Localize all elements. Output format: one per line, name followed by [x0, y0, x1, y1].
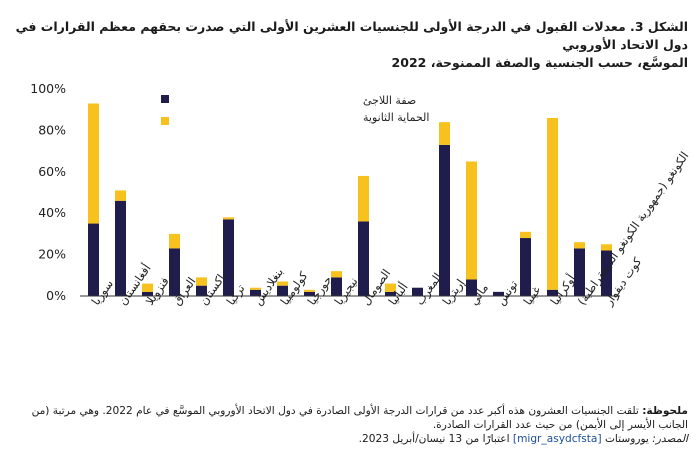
legend-label-refugee: صفة اللاجئ [363, 94, 416, 107]
legend-label-subsidiary: الحماية الثانوية [363, 111, 429, 124]
y-tick-label: 0% [46, 288, 66, 303]
bar-subsidiary [142, 283, 153, 292]
source-text: يوروستات [604, 433, 649, 445]
bar-refugee [385, 291, 396, 296]
figure-title: الشكل 3. معدلات القبول في الدرجة الأولى … [8, 18, 688, 72]
chart-source: المصدر: يوروستات [migr_asydcfsta] اعتبار… [12, 432, 688, 446]
bar-refugee [601, 250, 612, 296]
bar-subsidiary [439, 122, 450, 145]
bar-subsidiary [601, 244, 612, 251]
bar-refugee [439, 144, 450, 296]
source-label: المصدر: [652, 433, 688, 445]
bar-subsidiary [277, 281, 288, 286]
source-link[interactable]: [migr_asydcfsta] [512, 433, 602, 445]
bar-subsidiary [466, 161, 477, 280]
legend: صفة اللاجئ الحماية الثانوية [161, 94, 429, 125]
y-tick-label: 80% [38, 122, 66, 137]
bar-refugee [574, 248, 585, 296]
bar-subsidiary [169, 233, 180, 249]
bar-subsidiary [250, 287, 261, 290]
bar-refugee [115, 200, 126, 296]
bar-subsidiary [88, 103, 99, 224]
bar-subsidiary [223, 217, 234, 220]
title-line-2: الموسَّع، حسب الجنسية والصفة الممنوحة، 2… [391, 55, 688, 70]
y-tick-label: 40% [38, 205, 66, 220]
note-text: تلقت الجنسيات العشرون هذه أكبر عدد من قر… [31, 405, 688, 431]
bar-refugee [304, 291, 315, 296]
bar-subsidiary [574, 242, 585, 249]
bar-refugee [277, 285, 288, 296]
title-line-1: الشكل 3. معدلات القبول في الدرجة الأولى … [15, 19, 688, 52]
bar-refugee [142, 291, 153, 296]
chart-note: ملحوظة: تلقت الجنسيات العشرون هذه أكبر ع… [12, 404, 688, 432]
bar-refugee [250, 289, 261, 296]
bar-subsidiary [331, 271, 342, 278]
y-tick-label: 20% [38, 247, 66, 262]
bar-subsidiary [304, 289, 315, 292]
note-label: ملحوظة: [642, 405, 688, 417]
bar-refugee [547, 289, 558, 296]
bar-refugee [412, 287, 423, 296]
y-tick-label: 60% [38, 164, 66, 179]
bar-refugee [466, 279, 477, 296]
legend-swatch-subsidiary [161, 117, 169, 125]
y-tick-label: 100% [30, 81, 66, 96]
bar-subsidiary [196, 277, 207, 286]
bar-subsidiary [547, 117, 558, 290]
legend-swatch-refugee [161, 95, 169, 103]
bar-group [88, 103, 612, 296]
bar-subsidiary [520, 231, 531, 239]
bar-subsidiary [115, 190, 126, 201]
bar-refugee [331, 277, 342, 296]
bar-subsidiary [385, 283, 396, 292]
bar-refugee [358, 221, 369, 296]
bar-subsidiary [358, 175, 369, 222]
stacked-bar-chart: 0%20%40%60%80%100% سوريا أفغانستانفنزويلا… [30, 81, 692, 309]
x-tick-label: الكونغو (جمهورية الكونغو الديمقراطية) [574, 149, 692, 308]
y-axis-ticks: 0% 20% 40% 60% 80% 100% [30, 81, 66, 303]
bar-refugee [88, 223, 99, 296]
bar-refugee [520, 238, 531, 296]
bar-refugee [493, 291, 504, 296]
x-tick-label: تونس [493, 278, 521, 309]
source-date: اعتبارًا من 13 نيسان/أبريل 2023. [358, 433, 510, 445]
bar-refugee [223, 219, 234, 296]
bar-refugee [196, 285, 207, 296]
bar-refugee [169, 248, 180, 296]
